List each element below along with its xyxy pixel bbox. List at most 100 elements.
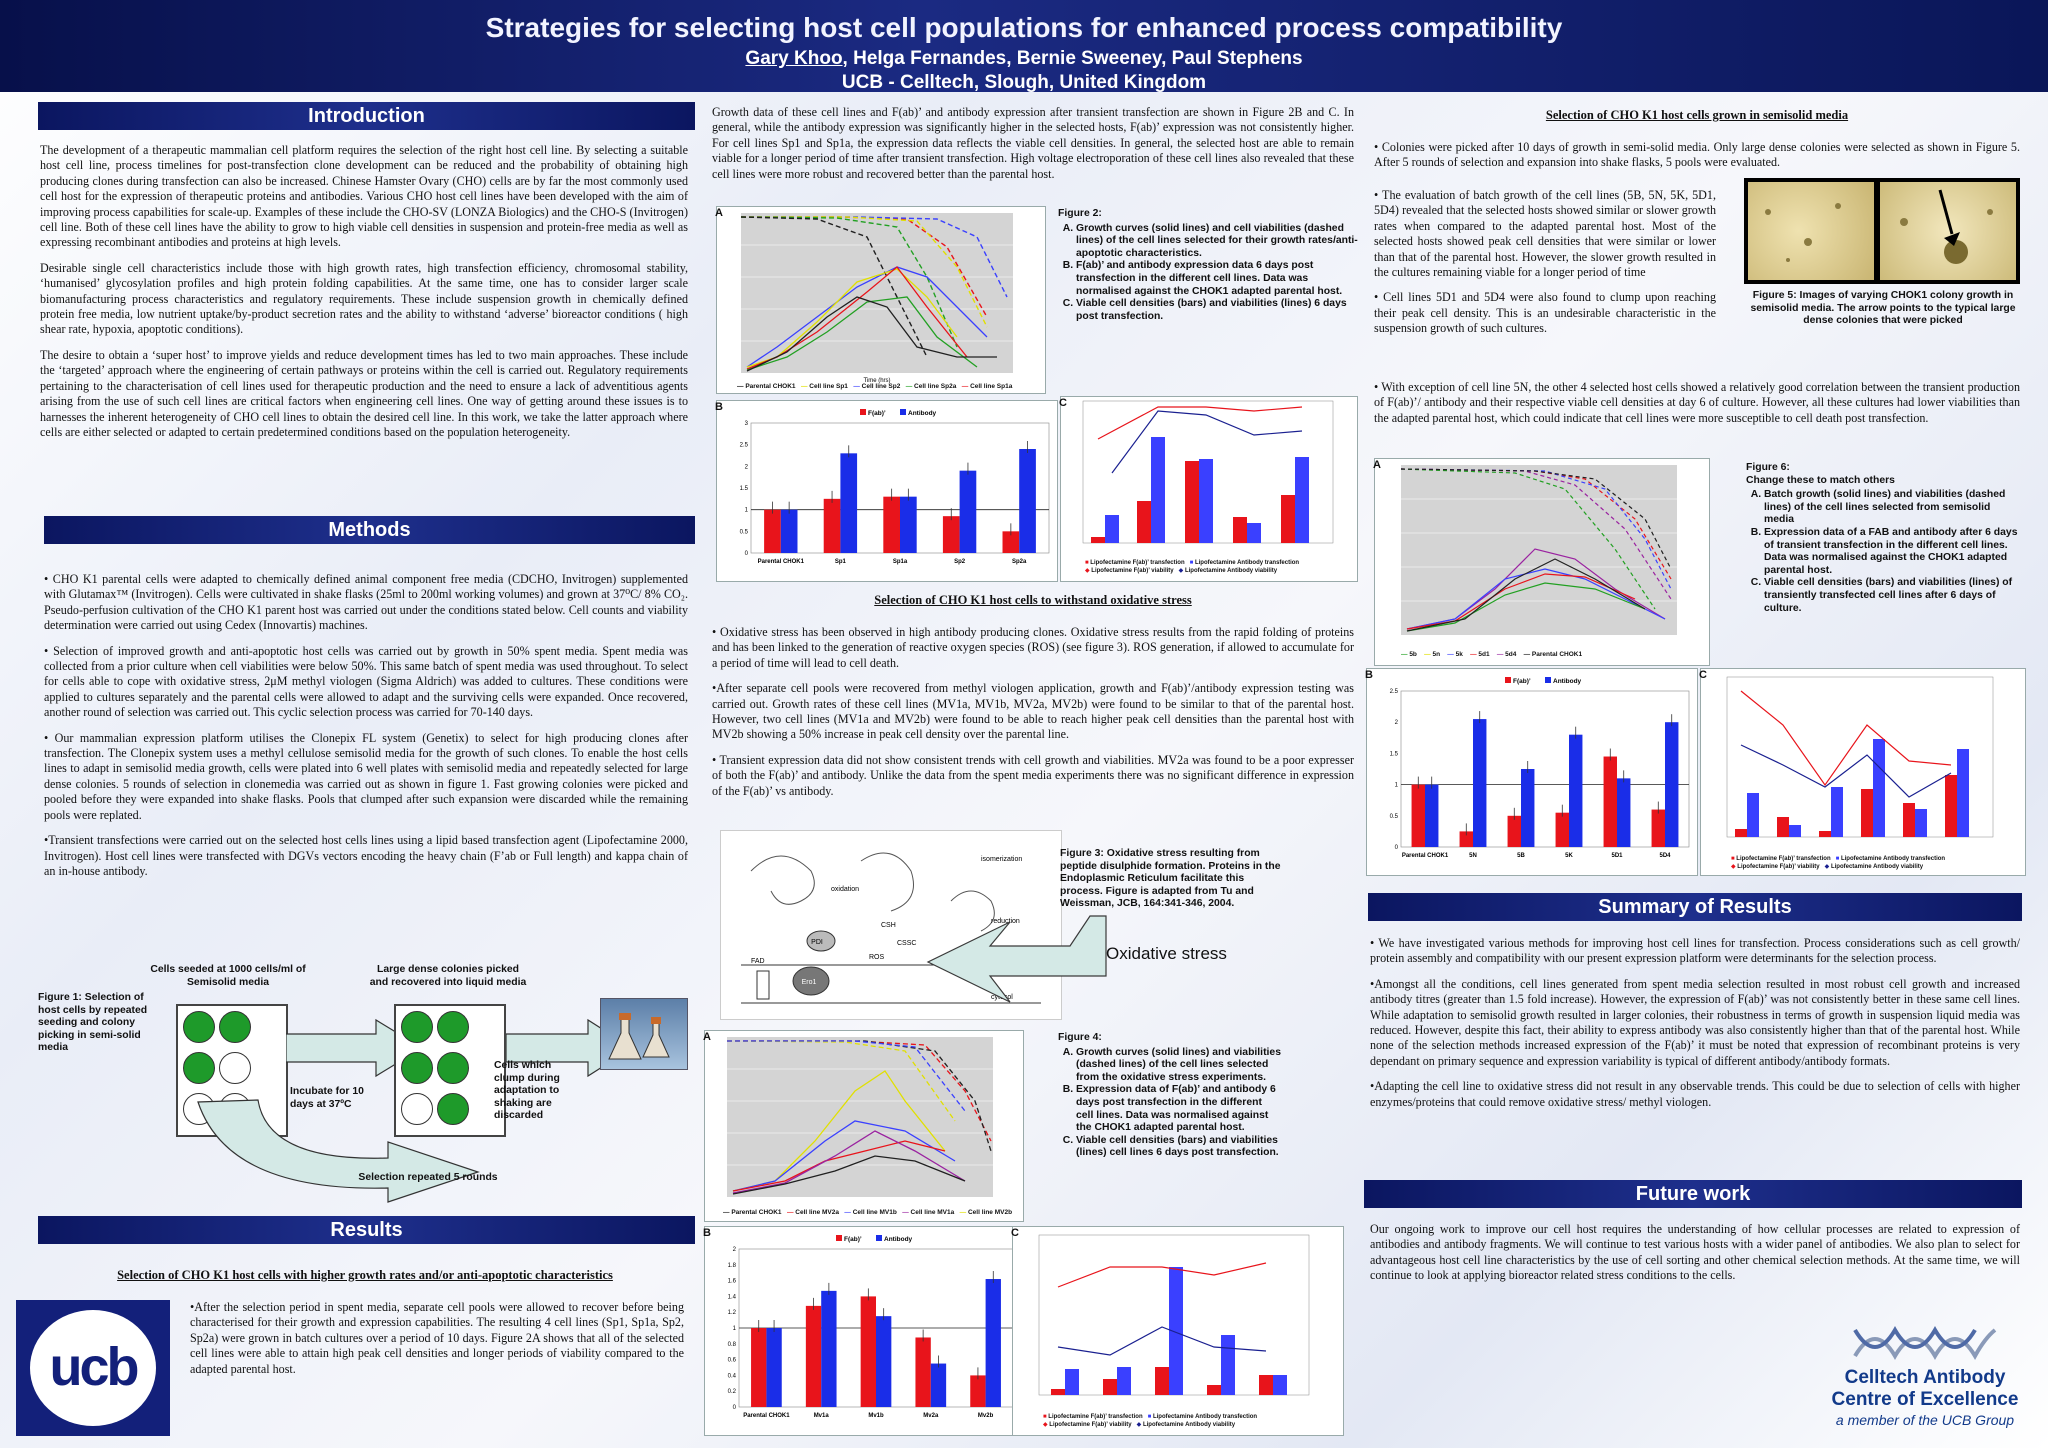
- fig6a-legend: — 5b — 5n — 5k — 5d1 — 5d4 — Parental CH…: [1401, 651, 1583, 658]
- legend-label: F(ab)’: [844, 1236, 862, 1243]
- oxidative-stress-body: • Oxidative stress has been observed in …: [712, 625, 1354, 809]
- intro-paragraph: The development of a therapeutic mammali…: [40, 143, 688, 250]
- svg-text:Ero1: Ero1: [802, 979, 817, 986]
- bar-fab: [805, 1305, 822, 1407]
- bar-fab: [915, 1337, 931, 1407]
- oxidative-stress-label: Oxidative stress: [1106, 944, 1227, 963]
- ucb-logo: ucb: [16, 1300, 170, 1436]
- y-tick-label: 1.8: [728, 1263, 737, 1269]
- poster-authors: Gary Khoo, Helga Fernandes, Bernie Sween…: [0, 48, 2048, 70]
- celltech-logo-tagline: a member of the UCB Group: [1835, 1412, 2015, 1428]
- fig2a-plot: Time (hrs): [740, 213, 1013, 384]
- bar-antibody: [1665, 722, 1679, 847]
- intro-paragraph: Desirable single cell characteristics in…: [40, 260, 688, 337]
- methods-heading: Methods: [44, 516, 695, 544]
- figure-2-caption: Figure 2: Growth curves (solid lines) an…: [1058, 208, 1358, 323]
- summary-paragraph: • We have investigated various methods f…: [1370, 936, 2020, 966]
- methods-paragraph: • Selection of improved growth and anti-…: [44, 643, 688, 720]
- legend-label: Antibody: [908, 410, 937, 417]
- x-tick-label: 5D1: [1611, 853, 1623, 859]
- bar-fab: [942, 516, 960, 553]
- x-tick-label: Parental CHOK1: [1402, 853, 1449, 859]
- poster-header: Strategies for selecting host cell popul…: [0, 0, 2048, 93]
- fig6a-plot: [1400, 465, 1677, 635]
- fig2c-plot: [1082, 400, 1334, 544]
- oxid-paragraph: • Transient expression data did not show…: [712, 752, 1354, 798]
- semisolid-body: • The evaluation of batch growth of the …: [1374, 188, 1716, 347]
- fig4a-legend: — Parental CHOK1 — Cell line MV2a — Cell…: [723, 1209, 1013, 1216]
- svg-text:isomerization: isomerization: [981, 856, 1022, 863]
- bar-fab: [751, 1328, 767, 1407]
- poster-affiliation: UCB - Celltech, Slough, United Kingdom: [841, 72, 1207, 93]
- y-tick-label: 0.8: [728, 1342, 737, 1348]
- lead-author: Gary Khoo: [745, 48, 843, 69]
- figure-6-caption: Figure 6: Change these to match others B…: [1746, 462, 2022, 615]
- figure-2b-expression-chart: B 0 0.5 1 1.5 2 2.5 3 F(ab)’ Antibody Parental CH…: [715, 400, 1058, 582]
- bar-antibody: [840, 453, 858, 553]
- semisolid-intro: • Colonies were picked after 10 days of …: [1374, 140, 2020, 170]
- bar-fab: [1603, 756, 1617, 847]
- svg-text:CSH: CSH: [881, 922, 896, 929]
- y-tick-label: 2.5: [1390, 689, 1399, 695]
- x-tick-label: Mv2a: [923, 1413, 939, 1419]
- oxidative-stress-subheading: Selection of CHO K1 host cells to withst…: [874, 593, 1192, 607]
- y-tick-label: 0: [1395, 845, 1399, 851]
- figure-5-colony-images: [1744, 178, 2020, 284]
- fig4c-plot: [1038, 1234, 1310, 1396]
- figure-1-caption: Figure 1: Selection of host cells by rep…: [38, 992, 148, 1054]
- y-tick-label: 0.6: [728, 1358, 737, 1364]
- bar-fab: [860, 1296, 876, 1407]
- bar-fab: [970, 1375, 986, 1407]
- y-tick-label: 0.2: [728, 1389, 737, 1395]
- y-tick-label: 0: [745, 551, 749, 557]
- y-tick-label: 1.6: [728, 1279, 737, 1285]
- methods-paragraph: • CHO K1 parental cells were adapted to …: [44, 572, 688, 633]
- fig2a-legend: — Parental CHOK1 — Cell line Sp1 — Cell …: [737, 383, 1013, 390]
- future-work-body: Our ongoing work to improve our cell hos…: [1370, 1222, 2020, 1283]
- bar-antibody: [780, 509, 798, 553]
- svg-text:FAD: FAD: [751, 958, 765, 965]
- y-tick-label: 2: [1395, 720, 1399, 726]
- x-tick-label: 5B: [1517, 853, 1525, 859]
- shake-flasks-image: [600, 998, 688, 1070]
- figure-3-caption: Figure 3: Oxidative stress resulting fro…: [1060, 848, 1281, 910]
- semisolid-paragraph: • Cell lines 5D1 and 5D4 were also found…: [1374, 290, 1716, 336]
- x-tick-label: Sp2: [954, 559, 966, 565]
- figure-4-caption: Figure 4: Growth curves (solid lines) an…: [1058, 1032, 1282, 1160]
- legend-swatch: [900, 409, 906, 415]
- y-tick-label: 0.4: [728, 1373, 737, 1379]
- bar-antibody: [1425, 784, 1439, 847]
- figure-4a-growth-chart: A — Parental CHOK1 — Cell line MV2a — Ce…: [703, 1030, 1024, 1222]
- bar-fab: [1507, 815, 1521, 847]
- x-tick-label: Mv1a: [814, 1413, 830, 1419]
- methods-paragraph: • Our mammalian expression platform util…: [44, 730, 688, 822]
- bar-antibody: [959, 470, 977, 553]
- y-tick-label: 2.5: [740, 443, 749, 449]
- co-authors: , Helga Fernandes, Bernie Sweeney, Paul …: [842, 48, 1303, 69]
- introduction-body: The development of a therapeutic mammali…: [40, 143, 688, 450]
- bar-fab: [1459, 831, 1473, 847]
- y-tick-label: 1: [1395, 783, 1399, 789]
- bar-antibody: [1569, 734, 1583, 847]
- bar-fab: [764, 509, 781, 553]
- bar-antibody: [930, 1363, 947, 1407]
- results-heading: Results: [38, 1216, 695, 1244]
- figure-6b-expression-chart: B 0 0.5 1 1.5 2 2.5 F(ab)’ Antibody Parental CHO…: [1365, 668, 1698, 876]
- bar-fab: [1555, 812, 1569, 847]
- bar-antibody: [876, 1316, 892, 1407]
- y-tick-label: 1.4: [728, 1294, 737, 1300]
- figure-4b-expression-chart: B 0 0.2 0.4 0.6 0.8 1 1.2 1.4 1.6 1.8 2 F(ab)’ Antib…: [703, 1226, 1022, 1436]
- x-tick-label: 5N: [1469, 853, 1477, 859]
- x-tick-label: Parental CHOK1: [758, 559, 805, 565]
- dna-helix-icon: [1853, 1326, 1997, 1361]
- fig6c-plot: [1726, 676, 1994, 838]
- semisolid-subheading: Selection of CHO K1 host cells grown in …: [1545, 108, 1849, 122]
- x-tick-label: 5D4: [1659, 853, 1671, 859]
- bar-fab: [1651, 809, 1665, 847]
- x-tick-label: Sp2a: [1012, 559, 1027, 565]
- legend-swatch: [1545, 677, 1551, 683]
- fig6b-plot: 0 0.5 1 1.5 2 2.5 F(ab)’ Antibody Parental CHOK1…: [1390, 677, 1690, 859]
- intro-paragraph: The desire to obtain a ‘super host’ to i…: [40, 347, 688, 439]
- legend-swatch: [836, 1235, 842, 1241]
- legend-swatch: [860, 409, 866, 415]
